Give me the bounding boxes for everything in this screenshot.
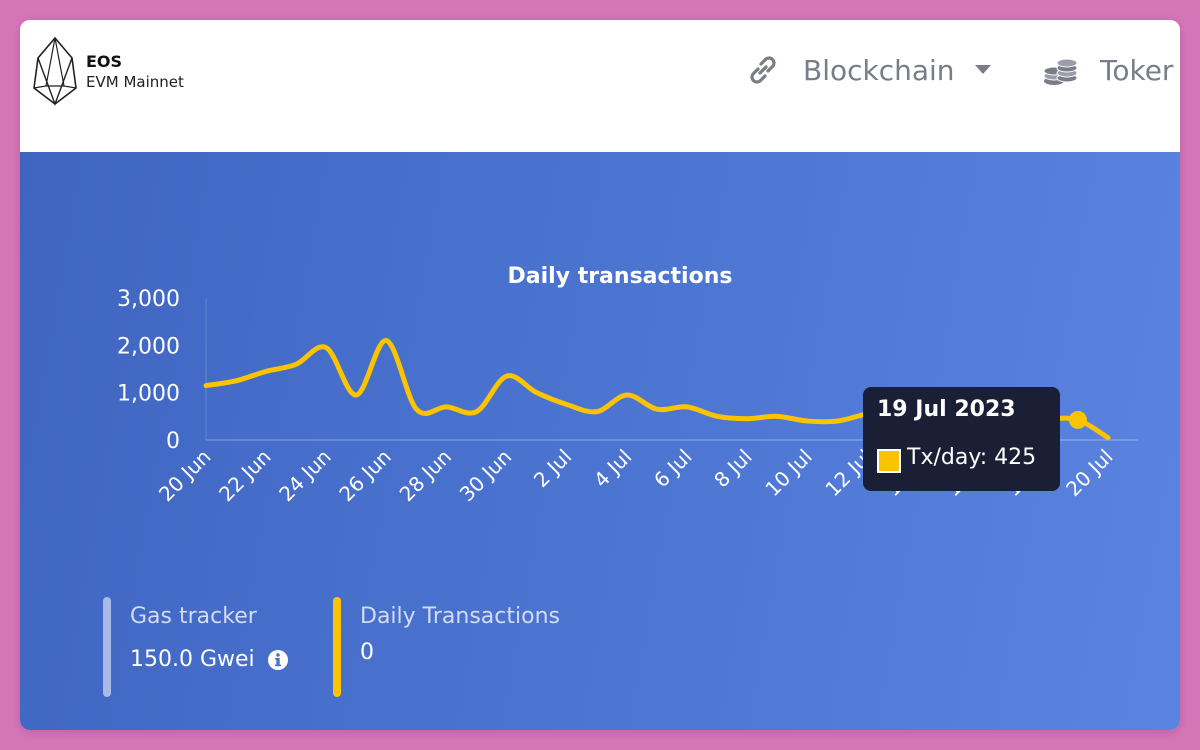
gas-tracker-value: 150.0 Gwei xyxy=(130,647,255,672)
x-tick-label: 22 Jun xyxy=(214,445,276,507)
x-tick-label: 6 Jul xyxy=(649,445,697,493)
gas-tracker-value-row: 150.0 Gwei xyxy=(130,647,289,672)
eos-logo-icon[interactable] xyxy=(32,36,78,106)
chevron-down-icon xyxy=(974,65,991,74)
main-card: EOS EVM Mainnet Blockchain xyxy=(20,20,1180,730)
stats-hero: Daily transactions 0 1,000 2,000 3,000 20 J… xyxy=(20,152,1180,730)
y-tick-label: 2,000 xyxy=(117,334,180,359)
gas-tracker-accent xyxy=(103,597,111,697)
chart-title: Daily transactions xyxy=(508,264,733,289)
daily-transactions-accent xyxy=(333,597,341,697)
x-tick-label: 2 Jul xyxy=(529,445,577,493)
chart-tooltip: 19 Jul 2023 Tx/day: 425 xyxy=(863,387,1060,491)
x-tick-label: 20 Jul xyxy=(1061,445,1118,502)
brand-title: EOS xyxy=(86,52,123,71)
coins-icon xyxy=(1043,58,1078,85)
x-tick-label: 26 Jun xyxy=(334,445,396,507)
daily-transactions-label: Daily Transactions xyxy=(360,604,560,629)
y-tick-label: 3,000 xyxy=(117,287,180,312)
y-tick-label: 0 xyxy=(166,429,180,454)
x-tick-label: 10 Jul xyxy=(760,445,817,502)
x-tick-label: 30 Jun xyxy=(455,445,517,507)
nav-tokens-label: Toker xyxy=(1100,53,1174,87)
x-tick-label: 28 Jun xyxy=(395,445,457,507)
nav-tokens[interactable]: Toker xyxy=(1042,50,1173,90)
x-tick-label: 20 Jun xyxy=(154,445,216,507)
tooltip-value: Tx/day: 425 xyxy=(907,445,1037,470)
y-tick-label: 1,000 xyxy=(117,382,180,407)
brand-subtitle: EVM Mainnet xyxy=(86,73,184,91)
x-tick-label: 24 Jun xyxy=(274,445,336,507)
link-icon xyxy=(750,56,776,84)
top-header: EOS EVM Mainnet Blockchain xyxy=(20,20,1180,152)
tooltip-date: 19 Jul 2023 xyxy=(877,397,1016,422)
nav-blockchain-label: Blockchain xyxy=(803,53,955,87)
daily-transactions-value: 0 xyxy=(360,640,374,665)
x-tick-label: 8 Jul xyxy=(709,445,757,493)
nav-blockchain[interactable]: Blockchain xyxy=(745,50,991,90)
x-tick-label: 4 Jul xyxy=(589,445,637,493)
info-icon[interactable] xyxy=(267,649,289,671)
tooltip-swatch xyxy=(877,449,901,473)
active-data-point[interactable] xyxy=(1068,410,1087,429)
gas-tracker-label: Gas tracker xyxy=(130,604,257,629)
